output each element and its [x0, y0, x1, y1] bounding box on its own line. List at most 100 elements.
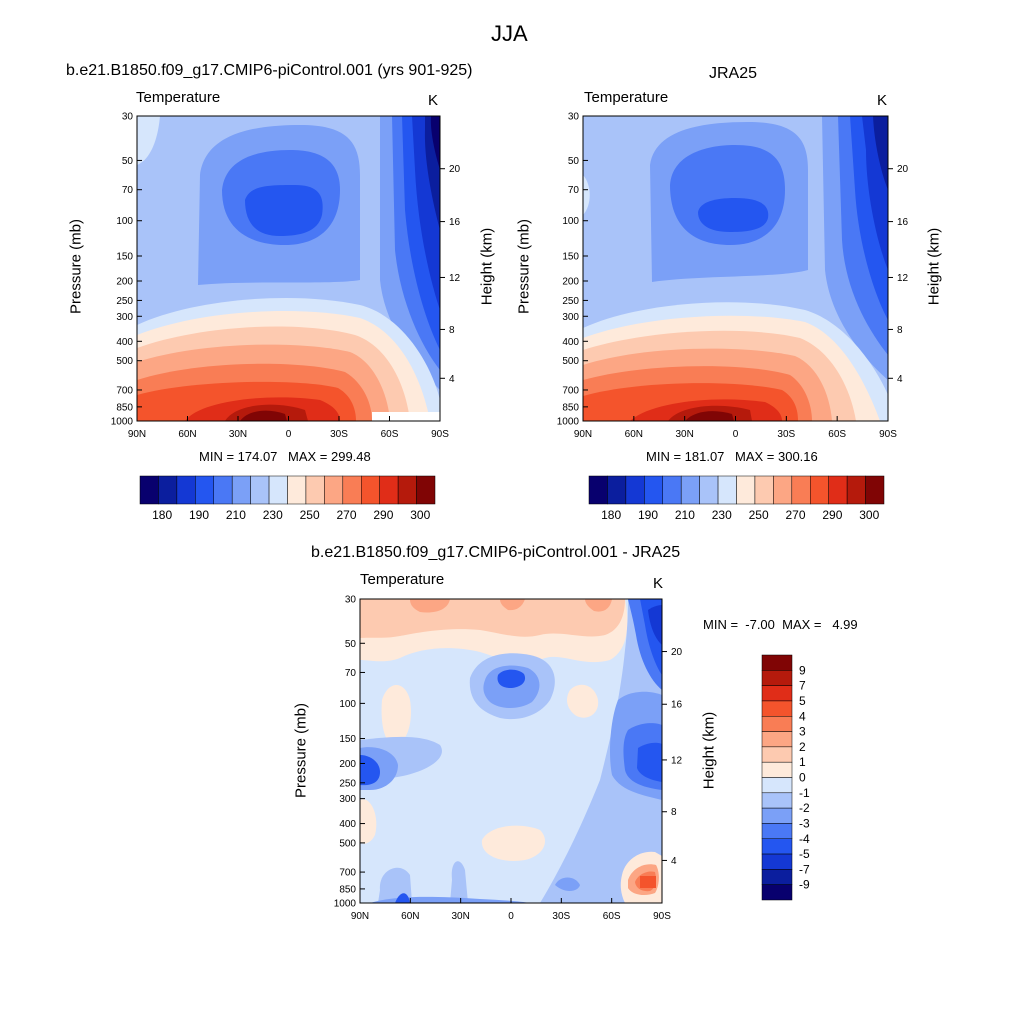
colorbar3-swatch: [761, 823, 793, 839]
colorbar3-swatch: [761, 700, 793, 717]
colorbar2-tick-label: 270: [785, 508, 805, 522]
panel1-xtick-label: 30S: [330, 429, 348, 440]
panel2-xtick-label: 60S: [828, 429, 846, 440]
colorbar2-swatch: [717, 475, 737, 505]
panel1-ytick-label: 200: [116, 277, 133, 288]
panel1-contours: [137, 116, 440, 421]
colorbar1-swatch: [195, 475, 214, 505]
panel3-ytick-label: 150: [339, 734, 356, 745]
colorbar-layer: 180 190 210 230 250 270 290 300 180 190 210 230 250 2…: [139, 475, 885, 901]
panel1-units: K: [428, 92, 439, 109]
panel3-yright-tick-label: 20: [671, 647, 683, 658]
colorbar2-tick-label: 180: [601, 508, 621, 522]
panel2-ytick-label: 200: [562, 277, 579, 288]
colorbar2-swatch: [644, 475, 663, 505]
panel1-xtick-label: 90N: [128, 429, 146, 440]
colorbar3-tick-label: -2: [799, 801, 810, 815]
panel3-xtick-label: 60S: [603, 911, 621, 922]
colorbar3-swatch: [761, 792, 793, 809]
colorbar2-swatch: [736, 475, 756, 505]
panel1-ytick-label: 700: [116, 385, 133, 396]
colorbar3-tick-label: 2: [799, 740, 806, 754]
panel2-ytick-label: 300: [562, 312, 579, 323]
colorbar1-tick-label: 190: [189, 508, 209, 522]
panel1-ytick-label: 30: [122, 112, 134, 123]
colorbar3-tick-label: 4: [799, 709, 806, 723]
colorbar1-swatch: [416, 475, 436, 505]
panel3-ylabel-right: Height (km): [700, 711, 718, 790]
colorbar3-tick-label: 0: [799, 771, 806, 785]
panel3-subtitle: Temperature: [360, 571, 445, 588]
panel1-ytick-label: 850: [116, 402, 133, 413]
panel1-ytick-label: 1000: [111, 417, 134, 428]
panel2-ytick-label: 1000: [557, 417, 580, 428]
panel3-ytick-label: 70: [345, 668, 357, 679]
panel3-yright-tick-label: 4: [671, 856, 677, 867]
panel1-title: b.e21.B1850.f09_g17.CMIP6-piControl.001 …: [66, 62, 473, 79]
panel3-ytick-label: 300: [339, 794, 356, 805]
panel2-xtick-label: 90N: [574, 429, 592, 440]
colorbar1-swatch: [231, 475, 251, 505]
colorbar1-swatch: [379, 475, 399, 505]
panel1-ytick-label: 500: [116, 356, 133, 367]
panel1-xtick-label: 60N: [178, 429, 196, 440]
colorbar1-swatch: [250, 475, 270, 505]
colorbar1-swatch: [176, 475, 196, 505]
colorbar2-swatch: [791, 475, 811, 505]
panel2-xtick-label: 30N: [675, 429, 693, 440]
panel3-xtick-label: 60N: [401, 911, 419, 922]
panel2-xtick-label: 30S: [777, 429, 795, 440]
panel1-ylabel-right: Height (km): [478, 227, 496, 306]
panel2-ytick-label: 500: [562, 356, 579, 367]
panel2-ytick-label: 700: [562, 385, 579, 396]
colorbar1-tick-label: 290: [373, 508, 393, 522]
panel3-xtick-label: 90N: [351, 911, 369, 922]
panel2-ytick-label: 30: [568, 112, 580, 123]
colorbar1-swatch: [139, 475, 159, 505]
colorbar3-tick-label: 5: [799, 694, 806, 708]
colorbar3-tick-label: -5: [799, 847, 810, 861]
colorbar1-tick-label: 180: [152, 508, 172, 522]
panel1-subtitle: Temperature: [136, 89, 221, 106]
panel2-yright-tick-label: 12: [897, 273, 909, 284]
colorbar1-tick-label: 300: [410, 508, 430, 522]
panel3-yright-tick-label: 12: [671, 755, 683, 766]
colorbar2-swatch: [846, 475, 866, 505]
colorbar2-tick-label: 230: [712, 508, 732, 522]
colorbar1-tick-label: 250: [300, 508, 320, 522]
colorbar1-swatch: [287, 475, 307, 505]
panel2-ytick-label: 70: [568, 185, 580, 196]
panel1-yright-tick-label: 20: [449, 164, 461, 175]
panel1-xtick-label: 30N: [229, 429, 247, 440]
panel3-yright-tick-label: 16: [671, 700, 683, 711]
panel2-ytick-label: 150: [562, 251, 579, 262]
colorbar3-swatch: [761, 716, 793, 732]
colorbar3-tick-label: -1: [799, 786, 810, 800]
panel1-ytick-label: 100: [116, 216, 133, 227]
colorbar3-swatch: [761, 884, 793, 901]
panel3-ytick-label: 250: [339, 778, 356, 789]
colorbar2-tick-label: 300: [859, 508, 879, 522]
panel3-ytick-label: 100: [339, 699, 356, 710]
colorbar3-tick-label: -9: [799, 878, 810, 892]
colorbar3-swatch: [761, 670, 793, 686]
panel1-ytick-label: 150: [116, 251, 133, 262]
panel3-xtick-label: 30S: [552, 911, 570, 922]
panel2-xtick-label: 60N: [625, 429, 643, 440]
axes-layer: 30 50 70 100 150 200 250 300 4 0 0 500 700 850 1000 20 1…: [111, 112, 909, 923]
panel1-xtick-label: 60S: [381, 429, 399, 440]
panel3-ytick-label: 700: [339, 868, 356, 879]
panel2-yright-tick-label: 16: [897, 217, 909, 228]
panel3-ytick-label: 50: [345, 639, 357, 650]
panel1-ytick-label: 300: [116, 312, 133, 323]
colorbar3-swatch: [761, 807, 793, 824]
colorbar3-swatch: [761, 746, 793, 763]
panel3-minmax: MIN = -7.00 MAX = 4.99: [703, 617, 858, 632]
colorbar2-swatch: [588, 475, 608, 505]
colorbar2-swatch: [662, 475, 682, 505]
panel2-min: MIN = 181.07: [646, 449, 725, 464]
panel2-xtick-label: 0: [733, 429, 739, 440]
panel2-contours: [583, 116, 888, 421]
panel2-ytick-label: 850: [562, 402, 579, 413]
panel1-min: MIN = 174.07: [199, 449, 278, 464]
